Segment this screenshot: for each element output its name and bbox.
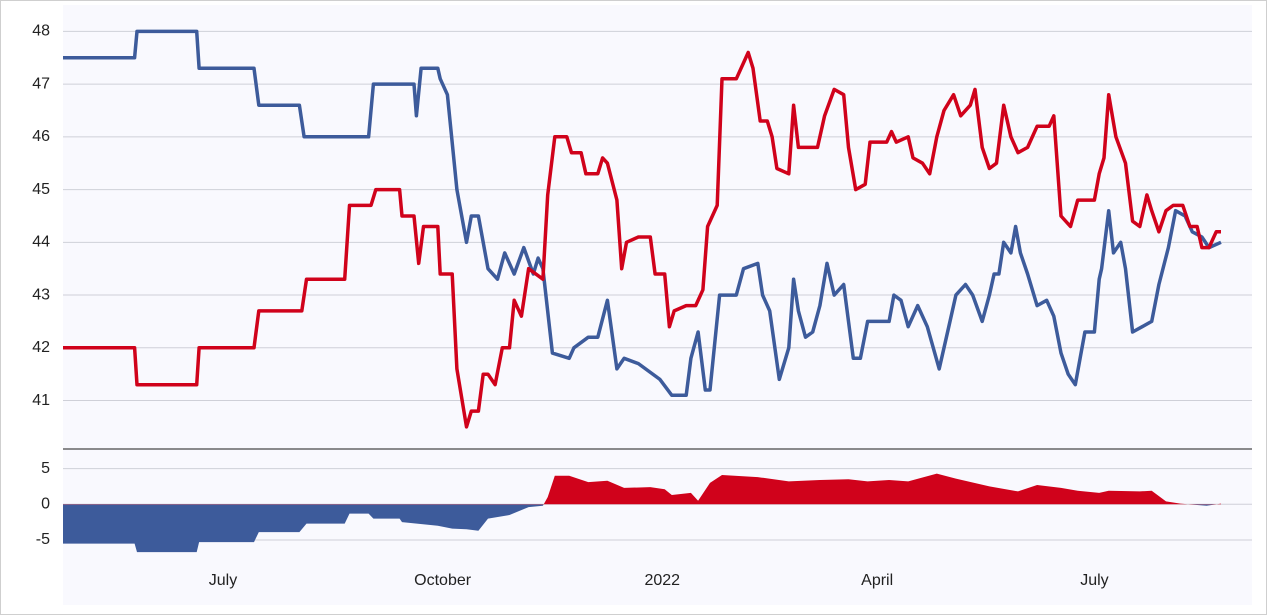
y-tick-label: 0 [41, 496, 50, 513]
y-tick-label: 5 [41, 460, 50, 477]
y-tick-label: 41 [32, 392, 50, 409]
y-tick-label: 45 [32, 181, 50, 198]
x-tick-label: October [414, 572, 472, 589]
y-tick-label: 42 [32, 339, 50, 356]
y-tick-label: 43 [32, 286, 50, 303]
x-tick-label: April [861, 572, 893, 589]
line-series [63, 50, 1221, 429]
x-tick-label: July [209, 572, 237, 589]
y-tick-label: 48 [32, 23, 50, 40]
y-tick-label: 47 [32, 75, 50, 92]
x-tick-label: 2022 [644, 572, 680, 589]
x-tick-label: July [1080, 572, 1108, 589]
difference-area [63, 473, 1221, 553]
line-series [63, 29, 1222, 398]
y-tick-label: -5 [36, 531, 50, 548]
y-tick-label: 44 [32, 234, 50, 251]
y-tick-label: 46 [32, 128, 50, 145]
